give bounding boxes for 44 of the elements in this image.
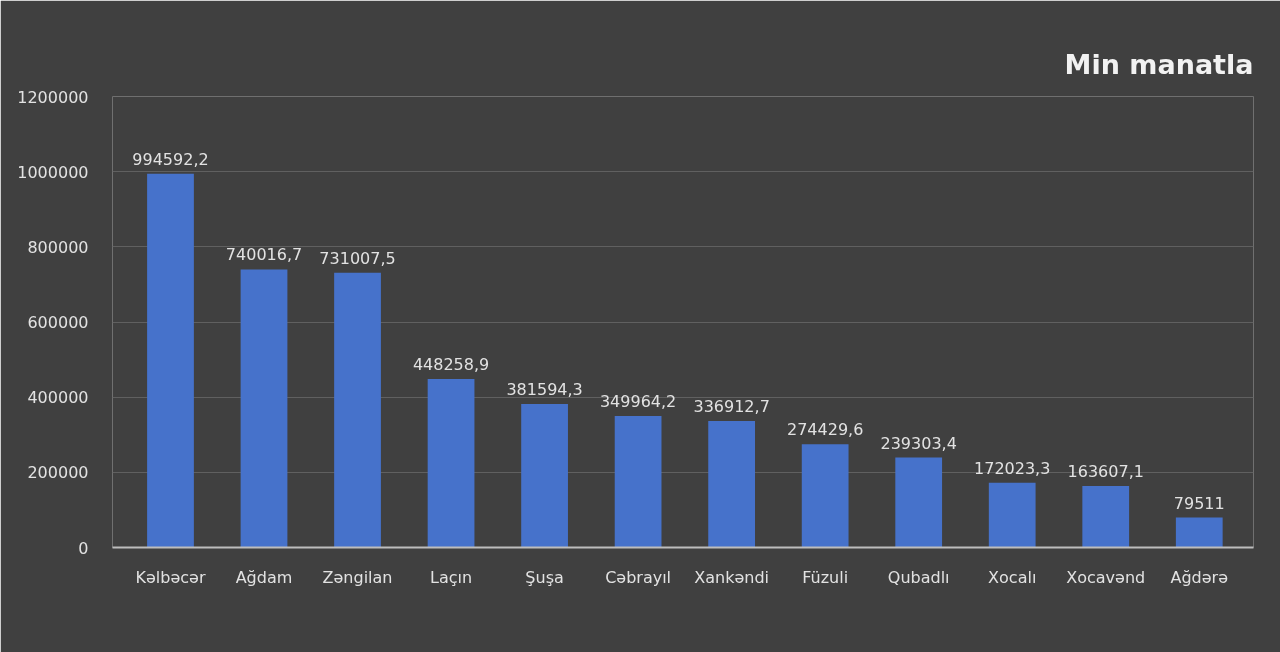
data-label: 239303,4: [880, 433, 957, 453]
data-label: 274429,6: [786, 420, 864, 440]
bar: [1082, 486, 1130, 548]
data-label: 731007,5: [319, 248, 396, 268]
x-tick-label: Füzuli: [802, 567, 849, 587]
data-label: 336912,7: [693, 396, 770, 416]
bar: [521, 404, 568, 548]
x-tick-label: Şuşa: [525, 567, 564, 587]
data-label: 79511: [1173, 493, 1225, 513]
x-tick-label: Ağdərə: [1170, 567, 1229, 587]
y-tick-label: 800000: [27, 237, 89, 257]
bar: [240, 269, 288, 548]
x-tick-label: Xocalı: [988, 567, 1037, 587]
data-label: 381594,3: [506, 380, 583, 400]
y-tick-label: 1000000: [17, 162, 89, 182]
x-tick-label: Ağdam: [235, 567, 293, 587]
data-label: 448258,9: [412, 355, 490, 375]
data-label: 740016,7: [225, 245, 303, 265]
bar: [895, 457, 943, 548]
y-tick-label: 400000: [27, 388, 89, 408]
y-tick-label: 1200000: [17, 87, 89, 107]
bar: [147, 173, 194, 548]
bar: [1175, 517, 1223, 548]
x-tick-label: Laçın: [430, 567, 473, 587]
x-tick-label: Qubadlı: [887, 567, 950, 587]
x-tick-label: Xankəndi: [694, 567, 770, 587]
bar: [708, 420, 756, 548]
bar: [614, 415, 662, 548]
chart-title: Min manatla: [1064, 48, 1254, 80]
data-label: 163607,1: [1067, 462, 1144, 482]
bar: [988, 482, 1036, 548]
bar: [801, 444, 849, 548]
x-tick-label: Cəbrayıl: [605, 567, 672, 587]
y-tick-label: 600000: [27, 313, 89, 332]
x-tick-label: Xocavənd: [1066, 567, 1146, 587]
data-label: 994592,2: [132, 149, 209, 169]
data-label: 349964,2: [599, 391, 677, 411]
bar: [427, 379, 475, 548]
y-tick-label: 0: [78, 538, 89, 558]
y-tick-label: 200000: [27, 463, 89, 483]
bar: [334, 272, 381, 548]
x-tick-label: Kəlbəcər: [135, 567, 206, 587]
x-tick-label: Zəngilan: [322, 567, 393, 587]
data-label: 172023,3: [974, 458, 1051, 478]
